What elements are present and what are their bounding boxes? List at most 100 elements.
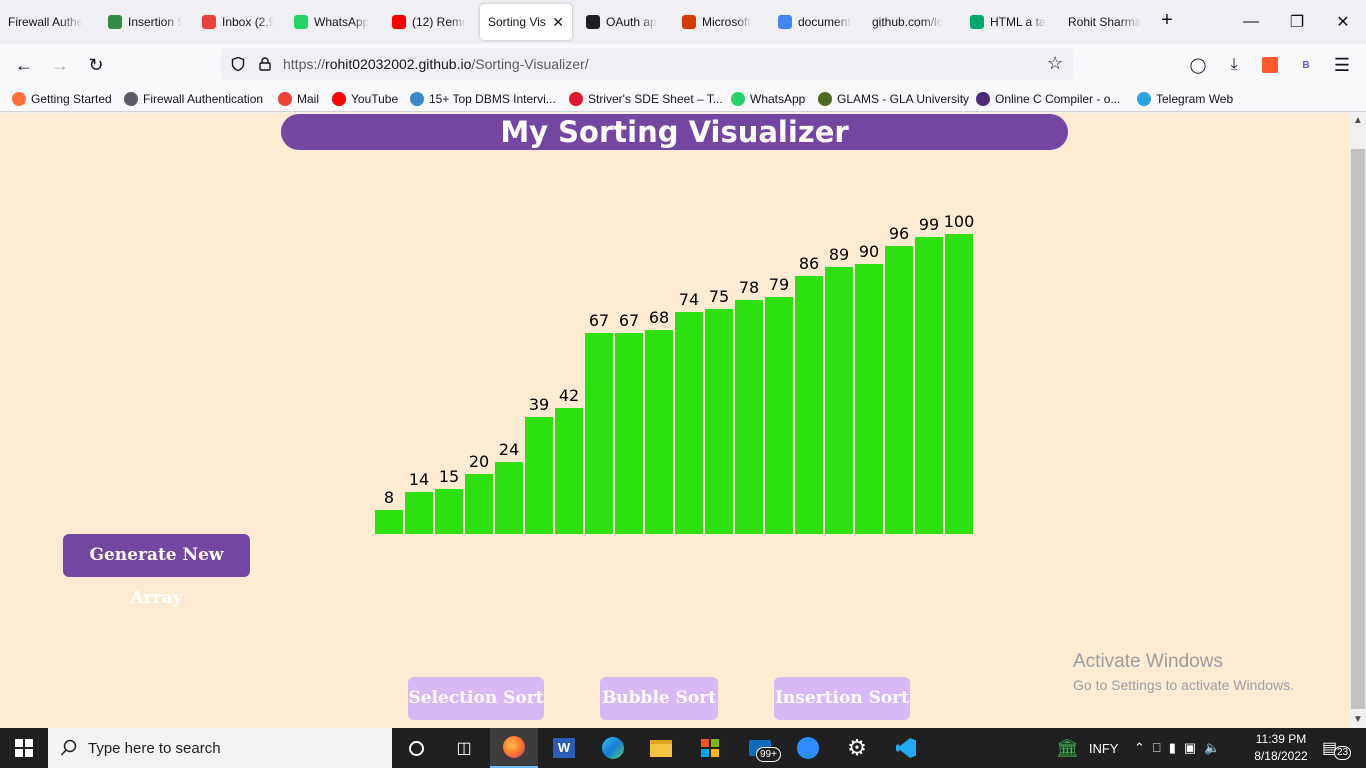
bar-value-label: 14 bbox=[409, 470, 429, 489]
bookmark-item[interactable]: 15+ Top DBMS Intervi... bbox=[410, 90, 556, 108]
bookmark-item[interactable]: GLAMS - GLA University bbox=[818, 90, 969, 108]
scroll-down-icon[interactable]: ▼ bbox=[1353, 714, 1363, 725]
array-bar bbox=[405, 492, 433, 534]
profile-avatar[interactable]: B bbox=[1302, 59, 1310, 71]
shield-icon[interactable] bbox=[230, 56, 246, 72]
array-bar bbox=[735, 300, 763, 534]
bookmark-label: Telegram Web bbox=[1156, 92, 1234, 106]
watermark-title: Activate Windows bbox=[1073, 651, 1223, 672]
settings-gear-icon[interactable]: ⚙ bbox=[847, 735, 867, 760]
minimize-button[interactable]: — bbox=[1243, 13, 1259, 30]
browser-tab[interactable]: Rohit Sharma bbox=[1060, 4, 1152, 40]
close-window-button[interactable]: ✕ bbox=[1336, 14, 1350, 31]
tab-title: github.com/lo bbox=[872, 15, 944, 29]
stock-widget[interactable]: 🏛 INFY bbox=[1056, 728, 1118, 768]
volume-icon[interactable]: 🔈 bbox=[1204, 740, 1221, 755]
downloads-icon[interactable]: ⤓ bbox=[1230, 56, 1238, 73]
bookmark-item[interactable]: WhatsApp bbox=[731, 90, 805, 108]
windows-start-button[interactable] bbox=[0, 728, 48, 768]
menu-icon[interactable]: ☰ bbox=[1333, 54, 1351, 75]
browser-tab[interactable]: Microsoft bbox=[674, 4, 766, 40]
store-taskbar-icon[interactable] bbox=[686, 728, 734, 768]
firefox-taskbar-icon[interactable] bbox=[490, 728, 538, 768]
close-tab-icon[interactable]: ✕ bbox=[552, 13, 564, 30]
file-explorer-icon[interactable] bbox=[637, 728, 685, 768]
extension-icon[interactable] bbox=[1256, 51, 1284, 79]
browser-tab[interactable]: (12) Remo bbox=[384, 4, 474, 40]
cortana-icon[interactable] bbox=[392, 728, 440, 768]
battery-icon[interactable]: ▮ bbox=[1168, 740, 1176, 755]
browser-tab[interactable]: WhatsApp bbox=[286, 4, 380, 40]
bookmark-item[interactable]: Firewall Authentication bbox=[124, 90, 263, 108]
word-taskbar-icon[interactable]: W bbox=[540, 728, 588, 768]
array-bar bbox=[765, 297, 793, 534]
chevron-up-icon[interactable]: ⌃ bbox=[1134, 740, 1145, 755]
browser-tab[interactable]: github.com/lo bbox=[864, 4, 958, 40]
forward-arrow-icon[interactable]: → bbox=[51, 54, 69, 75]
back-arrow-icon[interactable]: ← bbox=[15, 54, 33, 75]
lock-icon[interactable] bbox=[257, 56, 273, 72]
taskbar-clock[interactable]: 11:39 PM 8/18/2022 bbox=[1248, 731, 1314, 765]
bookmark-label: WhatsApp bbox=[750, 92, 806, 106]
network-icon[interactable]: ▣ bbox=[1183, 740, 1197, 755]
array-bar bbox=[855, 264, 883, 534]
bookmark-item[interactable]: Online C Compiler - o... bbox=[976, 90, 1120, 108]
selection-sort-button[interactable]: Selection Sort bbox=[408, 677, 544, 720]
mail-taskbar-icon[interactable]: 99+ bbox=[736, 728, 784, 768]
browser-tab[interactable]: Firewall Authe bbox=[0, 4, 96, 40]
browser-tab[interactable]: document bbox=[770, 4, 862, 40]
bookmark-item[interactable]: Getting Started bbox=[12, 90, 112, 108]
zoom-taskbar-icon[interactable] bbox=[784, 728, 832, 768]
bar-value-label: 67 bbox=[589, 311, 609, 330]
tab-title: (12) Remo bbox=[412, 15, 466, 29]
browser-tab[interactable]: HTML a ta bbox=[962, 4, 1056, 40]
array-bar bbox=[525, 417, 553, 534]
bar-value-label: 89 bbox=[829, 245, 849, 264]
bookmark-item[interactable]: Telegram Web bbox=[1137, 90, 1233, 108]
whatsapp-icon bbox=[731, 92, 745, 106]
browser-tab[interactable]: Insertion S bbox=[100, 4, 190, 40]
notification-icon: ▤ bbox=[1322, 740, 1338, 757]
bar-value-label: 79 bbox=[769, 275, 789, 294]
bookmark-item[interactable]: Striver's SDE Sheet – T... bbox=[569, 90, 723, 108]
notification-center-button[interactable]: ▤ 23 bbox=[1322, 728, 1352, 768]
bar-value-label: 42 bbox=[559, 386, 579, 405]
bubble-sort-button[interactable]: Bubble Sort bbox=[600, 677, 718, 720]
bar-value-label: 75 bbox=[709, 287, 729, 306]
tab-title: OAuth ap bbox=[606, 15, 657, 29]
insertion-sort-button[interactable]: Insertion Sort bbox=[774, 677, 910, 720]
meet-icon[interactable]: ⎕ bbox=[1152, 740, 1161, 755]
reload-icon[interactable]: ↻ bbox=[88, 54, 104, 75]
bar-value-label: 99 bbox=[919, 215, 939, 234]
youtube-icon bbox=[392, 15, 406, 29]
tab-title: document bbox=[798, 15, 851, 29]
bookmark-item[interactable]: YouTube bbox=[332, 90, 398, 108]
scroll-up-icon[interactable]: ▲ bbox=[1353, 115, 1363, 126]
address-bar[interactable]: https://rohit02032002.github.io/Sorting-… bbox=[221, 48, 1073, 80]
bar-value-label: 90 bbox=[859, 242, 879, 261]
stock-ticker: INFY bbox=[1088, 740, 1119, 756]
array-bar bbox=[435, 489, 463, 534]
array-bar bbox=[885, 246, 913, 534]
generate-array-button[interactable]: Generate New Array bbox=[63, 534, 250, 608]
gla-icon bbox=[818, 92, 832, 106]
pocket-icon[interactable]: ◯ bbox=[1189, 57, 1207, 74]
bar-value-label: 24 bbox=[499, 440, 519, 459]
scrollbar-thumb[interactable] bbox=[1351, 149, 1365, 709]
new-tab-button[interactable]: + bbox=[1161, 9, 1173, 31]
browser-tab[interactable]: Sorting Visu ✕ bbox=[480, 4, 572, 40]
vertical-scrollbar[interactable]: ▲ ▼ bbox=[1350, 113, 1366, 728]
task-view-icon[interactable]: ◫ bbox=[456, 740, 472, 757]
bookmark-label: Getting Started bbox=[31, 92, 112, 106]
vscode-taskbar-icon[interactable] bbox=[882, 728, 930, 768]
restore-button[interactable]: ❐ bbox=[1289, 14, 1305, 31]
browser-tab[interactable]: OAuth ap bbox=[578, 4, 670, 40]
taskbar-search-box[interactable]: Type here to search bbox=[48, 728, 392, 768]
browser-tab[interactable]: Inbox (2,9 bbox=[194, 4, 282, 40]
array-bar bbox=[645, 330, 673, 534]
bar-value-label: 15 bbox=[439, 467, 459, 486]
edge-taskbar-icon[interactable] bbox=[589, 728, 637, 768]
bookmark-star-icon[interactable]: ☆ bbox=[1047, 53, 1064, 73]
bookmark-item[interactable]: Mail bbox=[278, 90, 319, 108]
windows-activation-watermark: Activate Windows Go to Settings to activ… bbox=[1073, 651, 1294, 693]
